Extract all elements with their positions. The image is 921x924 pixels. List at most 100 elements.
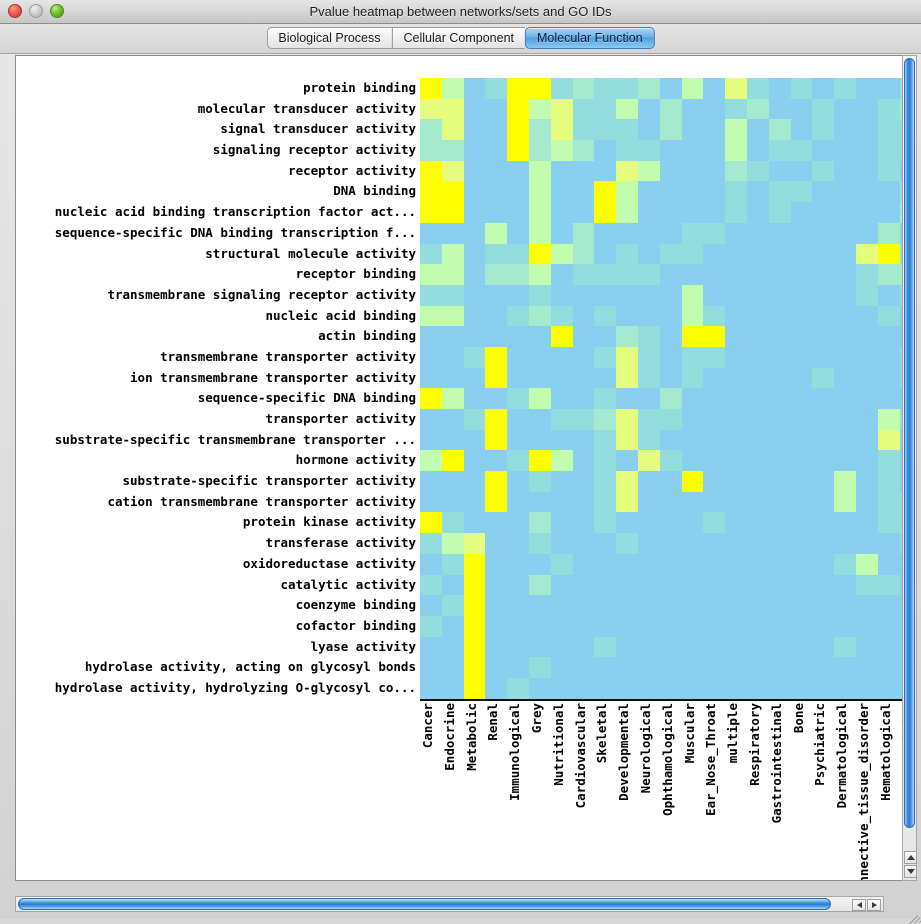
vertical-scrollbar-thumb[interactable] bbox=[904, 58, 915, 828]
heatmap-cell bbox=[746, 491, 769, 513]
row-label: coenzyme binding bbox=[295, 597, 416, 613]
heatmap-cell bbox=[485, 119, 508, 141]
heatmap-cell bbox=[768, 78, 791, 99]
heatmap-cell bbox=[528, 160, 551, 182]
heatmap-cell bbox=[420, 636, 442, 658]
heatmap-cell bbox=[485, 533, 508, 554]
tab-biological-process[interactable]: Biological Process bbox=[266, 27, 392, 49]
heatmap-cell bbox=[659, 119, 682, 141]
heatmap-cell bbox=[746, 264, 769, 285]
tab-molecular-function[interactable]: Molecular Function bbox=[525, 27, 655, 49]
heatmap-cell bbox=[768, 615, 791, 637]
column-label: Bone bbox=[790, 702, 806, 733]
heatmap-cell bbox=[790, 264, 813, 285]
heatmap-cell bbox=[768, 657, 791, 678]
heatmap-cell bbox=[855, 615, 878, 637]
column-label: Ear_Nose_Throat bbox=[703, 702, 719, 816]
heatmap-cell bbox=[790, 595, 813, 616]
heatmap-cell bbox=[637, 615, 660, 637]
heatmap-cell bbox=[637, 533, 660, 554]
scroll-down-icon[interactable] bbox=[904, 865, 917, 878]
heatmap-cell bbox=[463, 119, 486, 141]
heatmap-cell bbox=[703, 140, 726, 161]
scroll-left-icon[interactable] bbox=[852, 899, 866, 911]
vertical-scrollbar[interactable] bbox=[902, 55, 917, 881]
heatmap-cell bbox=[485, 636, 508, 658]
column-label: Ophthamological bbox=[659, 702, 675, 816]
heatmap-cell bbox=[637, 160, 660, 182]
horizontal-scrollbar-thumb[interactable] bbox=[18, 898, 831, 910]
close-button[interactable] bbox=[8, 4, 22, 18]
heatmap-cell bbox=[725, 429, 747, 451]
zoom-button[interactable] bbox=[50, 4, 64, 18]
heatmap-cell bbox=[420, 243, 442, 265]
heatmap-cell bbox=[659, 367, 682, 389]
heatmap-cell bbox=[594, 553, 617, 575]
heatmap-cell bbox=[485, 140, 508, 161]
minimize-button[interactable] bbox=[29, 4, 43, 18]
heatmap-cell bbox=[463, 264, 486, 285]
heatmap-cell bbox=[812, 677, 835, 699]
heatmap-cell bbox=[855, 595, 878, 616]
heatmap-cell bbox=[463, 574, 486, 596]
heatmap-cell bbox=[420, 657, 442, 678]
heatmap-cell bbox=[507, 657, 529, 678]
heatmap-panel: protein binding molecular transducer acti… bbox=[15, 55, 906, 881]
heatmap-cell bbox=[659, 98, 682, 120]
heatmap-cell bbox=[703, 388, 726, 409]
scroll-right-icon[interactable] bbox=[867, 899, 881, 911]
heatmap-cell bbox=[725, 533, 747, 554]
heatmap-cell bbox=[528, 202, 551, 223]
heatmap-cell bbox=[528, 78, 551, 99]
heatmap-cell bbox=[877, 264, 900, 285]
heatmap-cell bbox=[463, 98, 486, 120]
heatmap-cell bbox=[637, 677, 660, 699]
heatmap-cell bbox=[746, 388, 769, 409]
heatmap-cell bbox=[572, 140, 595, 161]
heatmap-cell bbox=[463, 450, 486, 472]
heatmap-cell bbox=[507, 264, 529, 285]
heatmap-cell bbox=[507, 202, 529, 223]
heatmap-cell bbox=[637, 140, 660, 161]
heatmap-cell bbox=[681, 533, 704, 554]
heatmap-cell bbox=[528, 615, 551, 637]
heatmap-cell bbox=[681, 636, 704, 658]
heatmap-cell bbox=[463, 243, 486, 265]
heatmap-cell bbox=[507, 140, 529, 161]
heatmap-cell bbox=[463, 222, 486, 244]
heatmap-cell bbox=[594, 284, 617, 306]
column-label: Developmental bbox=[616, 702, 632, 801]
heatmap-cell bbox=[550, 222, 573, 244]
heatmap-cell bbox=[855, 450, 878, 472]
heatmap-cell bbox=[703, 553, 726, 575]
heatmap-cell bbox=[550, 615, 573, 637]
horizontal-scrollbar[interactable] bbox=[15, 896, 884, 912]
heatmap-cell bbox=[855, 491, 878, 513]
heatmap-cell bbox=[507, 533, 529, 554]
heatmap-cell bbox=[485, 553, 508, 575]
heatmap-cell bbox=[812, 388, 835, 409]
heatmap-cell bbox=[659, 574, 682, 596]
heatmap-cell bbox=[594, 305, 617, 327]
heatmap-cell bbox=[463, 615, 486, 637]
heatmap-cell bbox=[877, 615, 900, 637]
heatmap-cell bbox=[420, 512, 442, 534]
heatmap-cell bbox=[637, 181, 660, 203]
heatmap-cell bbox=[616, 409, 638, 430]
heatmap-cell bbox=[485, 595, 508, 616]
heatmap-cell bbox=[659, 222, 682, 244]
heatmap-cell bbox=[790, 615, 813, 637]
heatmap-cell bbox=[703, 429, 726, 451]
tab-cellular-component[interactable]: Cellular Component bbox=[391, 27, 526, 49]
row-label: signal transducer activity bbox=[220, 121, 416, 137]
resize-grip-icon[interactable] bbox=[904, 903, 921, 924]
heatmap-cell bbox=[637, 574, 660, 596]
heatmap-cell bbox=[812, 346, 835, 368]
heatmap-cell bbox=[681, 98, 704, 120]
heatmap-cell bbox=[877, 346, 900, 368]
heatmap-cell bbox=[725, 595, 747, 616]
heatmap-cell bbox=[616, 450, 638, 472]
heatmap-cell bbox=[768, 202, 791, 223]
heatmap-cell bbox=[855, 409, 878, 430]
scroll-up-icon[interactable] bbox=[904, 851, 917, 864]
